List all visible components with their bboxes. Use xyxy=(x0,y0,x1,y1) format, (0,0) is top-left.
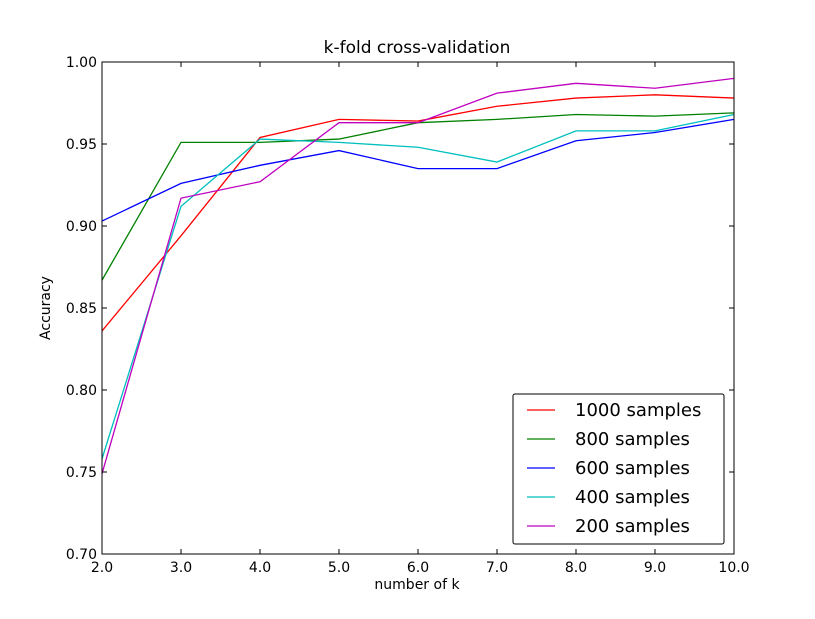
series-line-1 xyxy=(101,112,735,281)
legend: 1000 samples 800 samples 600 samples 400 sa… xyxy=(512,393,725,545)
x-tick-label: 9.0 xyxy=(644,560,666,576)
y-tick-label: 0.90 xyxy=(66,219,97,235)
x-tick-label: 3.0 xyxy=(170,560,192,576)
legend-label-4: 200 samples xyxy=(575,516,690,537)
series-line-0 xyxy=(101,94,735,332)
series-line-3 xyxy=(101,113,735,460)
series-layer xyxy=(101,77,735,474)
x-tick-label: 6.0 xyxy=(407,560,429,576)
y-tick-label: 0.95 xyxy=(66,137,97,153)
x-tick-label: 2.0 xyxy=(91,560,113,576)
x-axis-label: number of k xyxy=(374,577,460,593)
chart-title: k-fold cross-validation xyxy=(324,38,511,58)
series-line-4 xyxy=(101,77,735,474)
x-tick-label: 5.0 xyxy=(328,560,350,576)
x-tick-label: 10.0 xyxy=(718,560,749,576)
y-tick-label: 0.85 xyxy=(66,301,97,317)
series-line-2 xyxy=(101,118,735,222)
y-tick-label: 1.00 xyxy=(66,55,97,71)
x-tick-label: 4.0 xyxy=(249,560,271,576)
legend-label-2: 600 samples xyxy=(575,458,690,479)
axes-layer: 2.0 3.0 4.0 5.0 6.0 7.0 8.0 9.0 10.0 0.70 0.75 0.80… xyxy=(66,55,750,576)
y-axis-label: Accuracy xyxy=(38,276,54,340)
legend-label-1: 800 samples xyxy=(575,429,690,450)
x-tick-label: 7.0 xyxy=(486,560,508,576)
y-tick-label: 0.70 xyxy=(66,547,97,563)
legend-box xyxy=(512,393,725,545)
y-tick-label: 0.80 xyxy=(66,383,97,399)
legend-label-0: 1000 samples xyxy=(575,400,701,421)
x-tick-label: 8.0 xyxy=(565,560,587,576)
legend-label-3: 400 samples xyxy=(575,487,690,508)
y-tick-label: 0.75 xyxy=(66,465,97,481)
